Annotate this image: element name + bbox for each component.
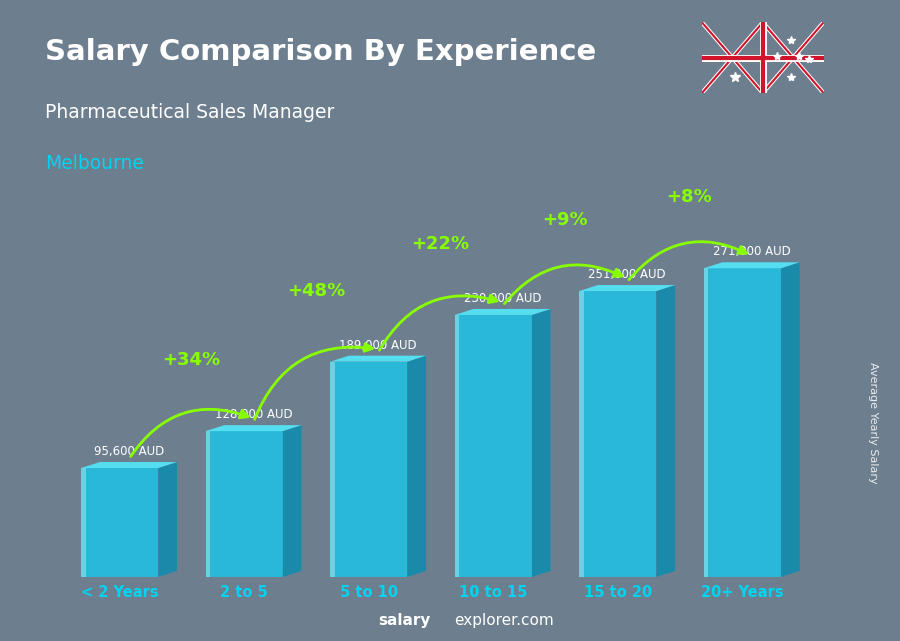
Polygon shape xyxy=(781,262,799,577)
Text: +22%: +22% xyxy=(411,235,470,253)
Polygon shape xyxy=(704,269,781,577)
Polygon shape xyxy=(532,309,551,577)
Text: 95,600 AUD: 95,600 AUD xyxy=(94,445,164,458)
Text: Pharmaceutical Sales Manager: Pharmaceutical Sales Manager xyxy=(45,103,335,122)
Polygon shape xyxy=(330,356,426,362)
Text: Melbourne: Melbourne xyxy=(45,154,144,173)
Polygon shape xyxy=(580,291,656,577)
Text: +8%: +8% xyxy=(667,188,712,206)
Polygon shape xyxy=(81,468,158,577)
Text: +48%: +48% xyxy=(287,281,345,299)
Text: 251,000 AUD: 251,000 AUD xyxy=(589,268,666,281)
Text: +34%: +34% xyxy=(162,351,220,369)
Polygon shape xyxy=(158,462,177,577)
Polygon shape xyxy=(205,431,211,577)
Text: 189,000 AUD: 189,000 AUD xyxy=(339,338,417,352)
Polygon shape xyxy=(408,356,426,577)
Polygon shape xyxy=(205,431,283,577)
Polygon shape xyxy=(454,309,551,315)
Polygon shape xyxy=(81,468,86,577)
Polygon shape xyxy=(580,291,584,577)
Text: 271,000 AUD: 271,000 AUD xyxy=(713,246,790,258)
Polygon shape xyxy=(283,425,302,577)
Text: explorer.com: explorer.com xyxy=(454,613,554,628)
Polygon shape xyxy=(656,285,675,577)
Polygon shape xyxy=(205,425,302,431)
Text: Average Yearly Salary: Average Yearly Salary xyxy=(868,362,878,484)
Text: +9%: +9% xyxy=(542,211,588,229)
Polygon shape xyxy=(704,262,799,269)
Polygon shape xyxy=(81,462,177,468)
Text: salary: salary xyxy=(378,613,430,628)
Text: 128,000 AUD: 128,000 AUD xyxy=(215,408,292,421)
Polygon shape xyxy=(454,315,532,577)
Text: 230,000 AUD: 230,000 AUD xyxy=(464,292,542,305)
Polygon shape xyxy=(704,269,708,577)
Polygon shape xyxy=(454,315,459,577)
Polygon shape xyxy=(330,362,335,577)
Polygon shape xyxy=(580,285,675,291)
Text: Salary Comparison By Experience: Salary Comparison By Experience xyxy=(45,38,596,67)
Polygon shape xyxy=(330,362,408,577)
